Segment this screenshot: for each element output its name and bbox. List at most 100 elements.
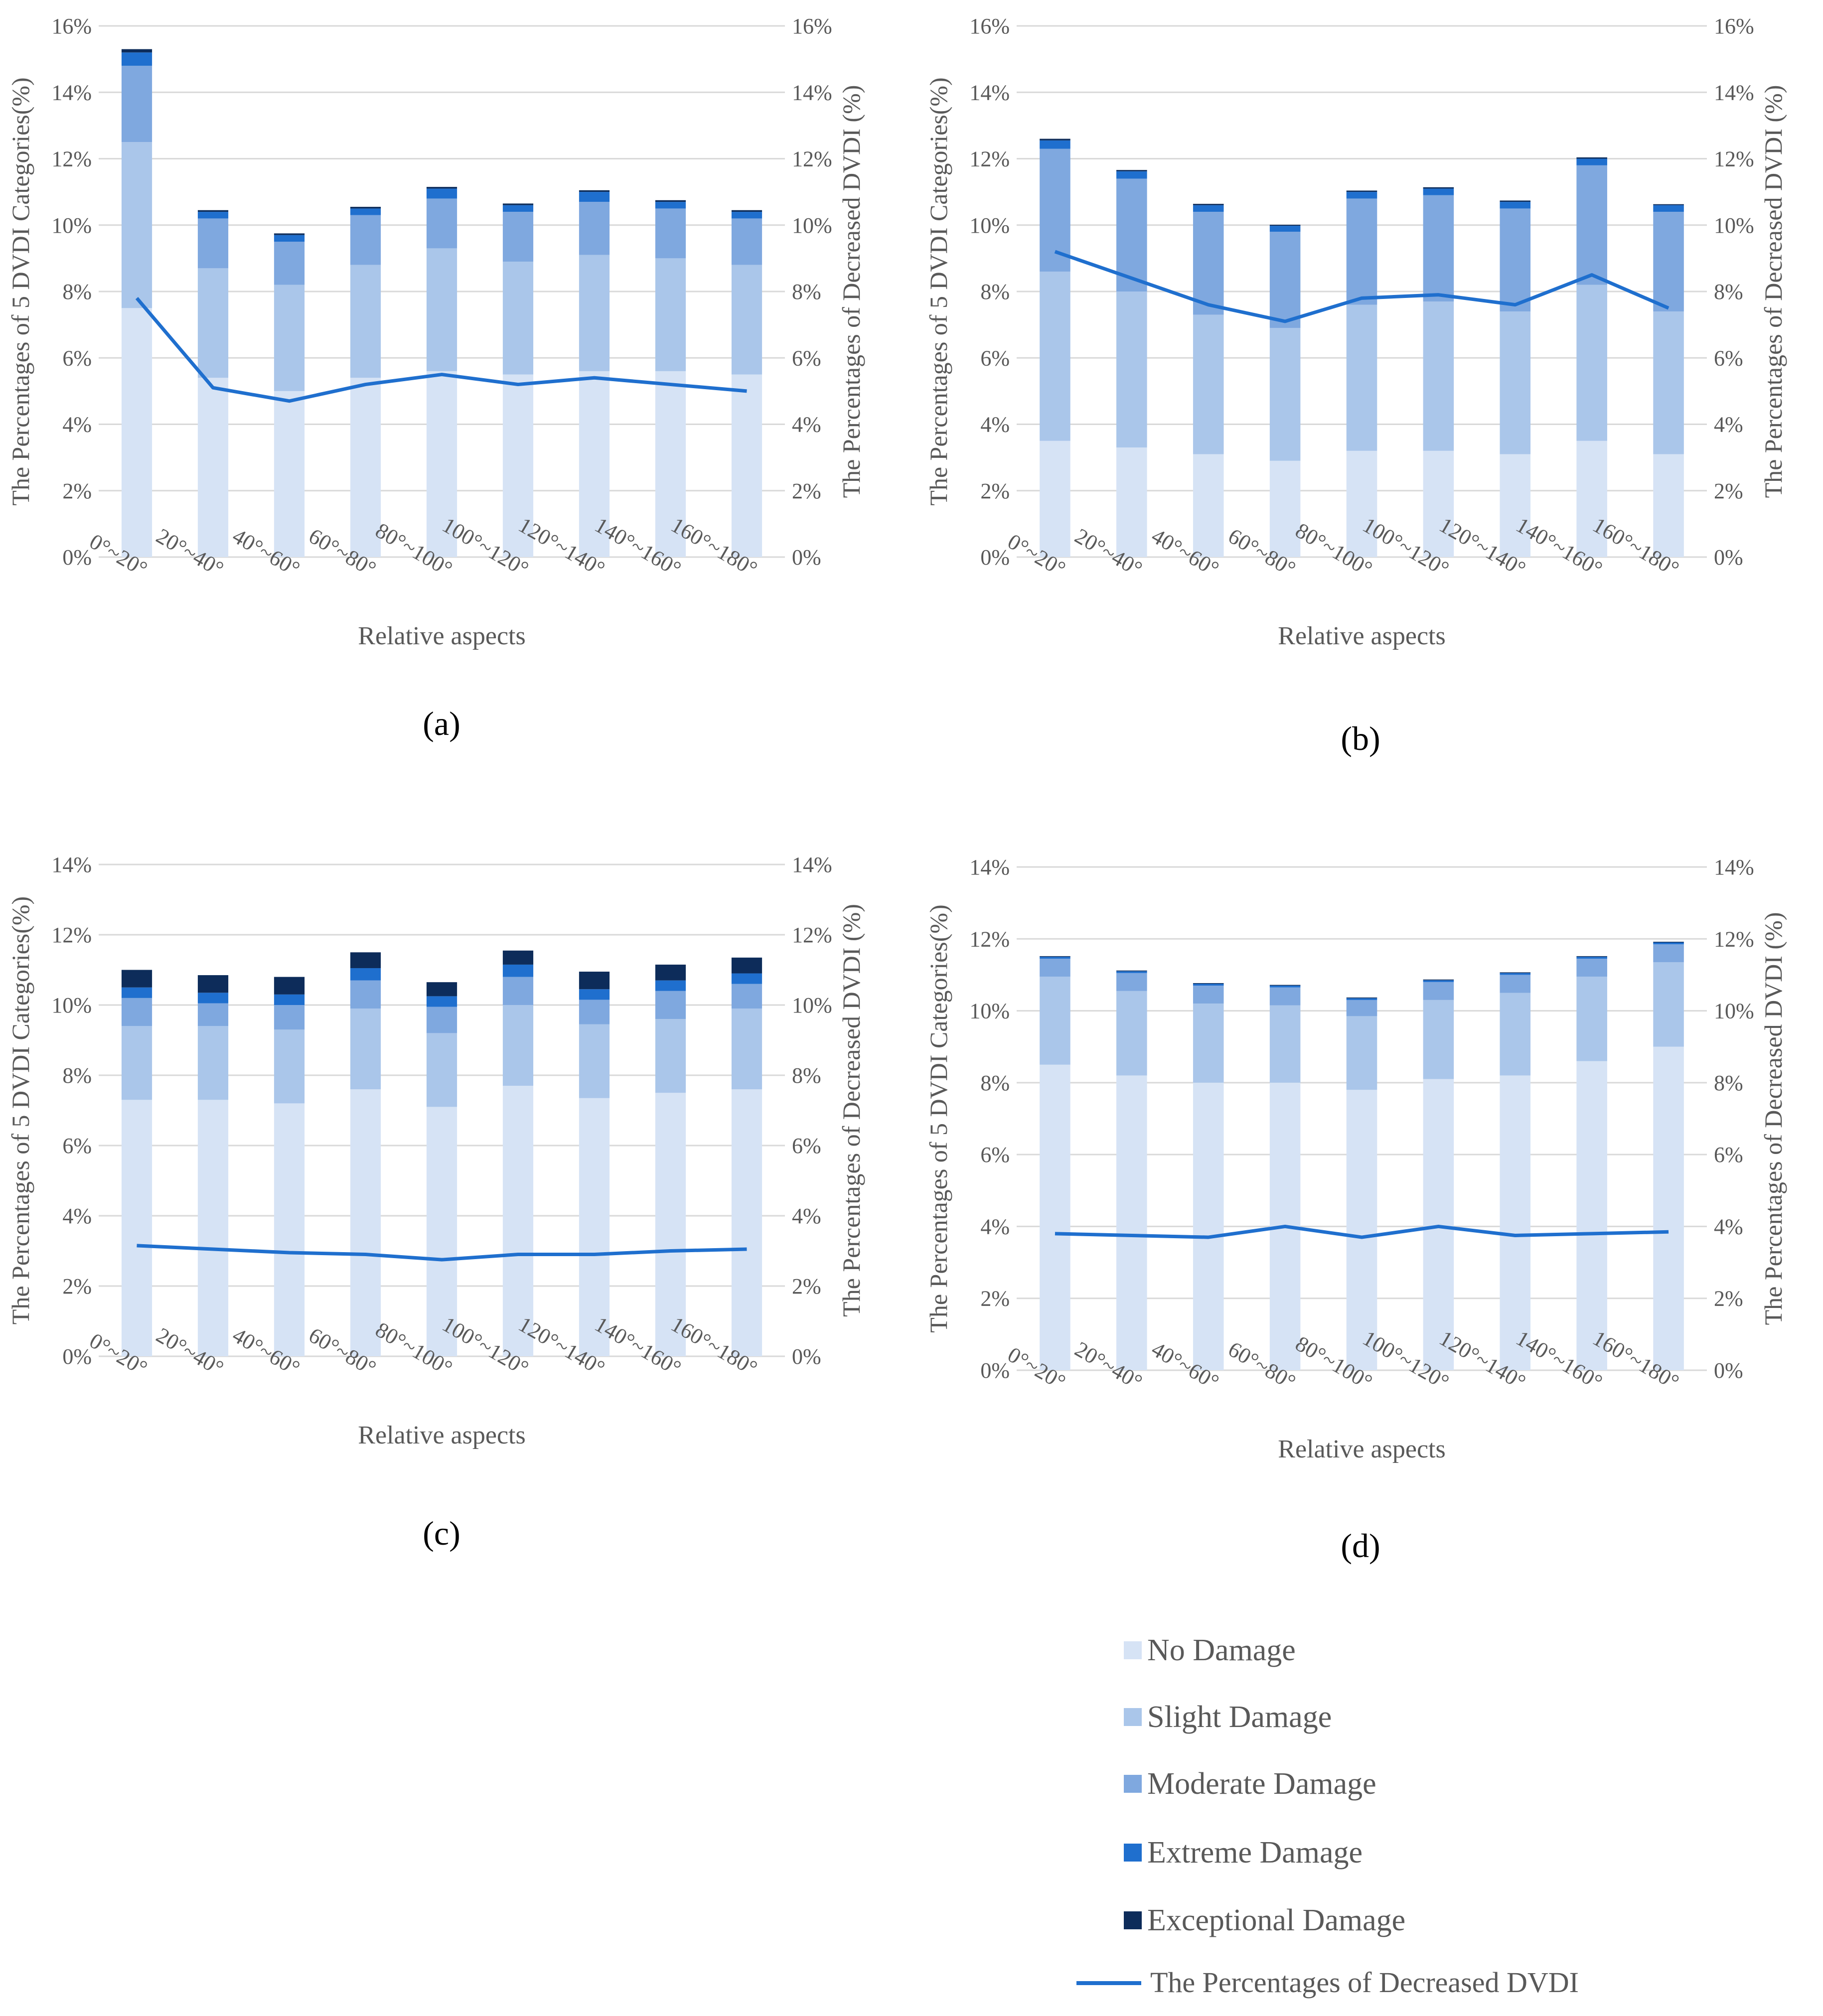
bar-segment <box>1346 304 1377 451</box>
bar-segment <box>502 977 534 1005</box>
y-tick-label: 12% <box>969 147 1010 171</box>
bar-segment <box>197 993 229 1004</box>
bar-segment <box>274 285 305 391</box>
y2-tick-label: 8% <box>1714 280 1743 304</box>
bar-segment <box>1576 957 1607 959</box>
bar-segment <box>579 255 610 371</box>
bar-segment <box>1269 986 1301 988</box>
y2-axis-title: The Percentages of Decreased DVDI (%) <box>837 904 865 1317</box>
bar-segment <box>655 371 686 557</box>
bar-segment <box>731 374 762 557</box>
bar-segment <box>655 1093 686 1356</box>
bar-segment <box>1040 440 1070 557</box>
bar-segment <box>1116 971 1147 973</box>
bar-segment <box>1500 202 1531 209</box>
bar-segment <box>197 268 229 378</box>
y-axis-title: The Percentages of 5 DVDI Categories(%) <box>6 896 34 1324</box>
legend-swatch <box>1124 1708 1142 1726</box>
legend-label: Moderate Damage <box>1147 1767 1376 1801</box>
bar-segment <box>502 203 534 205</box>
bar-segment <box>274 242 305 285</box>
bar-segment <box>197 975 229 993</box>
bar-segment <box>121 52 152 66</box>
bar-segment <box>197 1100 229 1356</box>
bar-segment <box>1346 198 1377 305</box>
bar-segment <box>655 991 686 1019</box>
bar-segment <box>121 49 152 53</box>
bar-segment <box>197 218 229 269</box>
y-tick-label: 10% <box>969 999 1010 1023</box>
y-tick-label: 6% <box>62 1134 92 1158</box>
bar-segment <box>274 1103 305 1356</box>
y-tick-label: 12% <box>969 927 1010 951</box>
bar-segment <box>579 1000 610 1024</box>
y2-tick-label: 0% <box>1714 1358 1743 1383</box>
y-tick-label: 10% <box>51 213 92 238</box>
bar-segment <box>350 378 381 557</box>
bar-segment <box>274 233 305 235</box>
bar-segment <box>1653 204 1684 205</box>
bar-segment <box>1346 1000 1377 1016</box>
y2-tick-label: 0% <box>1714 545 1743 570</box>
bar-segment <box>1040 139 1070 141</box>
y2-tick-label: 4% <box>1714 1214 1743 1239</box>
bar-segment <box>426 198 457 249</box>
bar-segment <box>1653 311 1684 454</box>
bar-segment <box>1116 447 1147 557</box>
bar-segment <box>655 258 686 371</box>
bar-segment <box>579 202 610 255</box>
bar-segment <box>121 998 152 1026</box>
y2-tick-label: 10% <box>792 213 832 238</box>
bar-segment <box>1193 983 1224 984</box>
y2-tick-label: 8% <box>792 1063 821 1088</box>
bar-segment <box>1500 972 1531 973</box>
bar-segment <box>1653 454 1684 557</box>
bar-segment <box>502 205 534 212</box>
y-tick-label: 8% <box>62 280 92 304</box>
x-axis-title: Relative aspects <box>358 1421 525 1449</box>
bar-segment <box>731 1008 762 1090</box>
bar-segment <box>1423 1079 1454 1370</box>
y2-tick-label: 2% <box>792 1274 821 1298</box>
y-tick-label: 0% <box>980 1358 1010 1383</box>
bar-segment <box>1346 998 1377 1000</box>
bar-segment <box>1500 993 1531 1076</box>
y-tick-label: 10% <box>969 213 1010 238</box>
bar-segment <box>1653 1046 1684 1370</box>
bar-segment <box>731 265 762 375</box>
bar-segment <box>502 1086 534 1356</box>
decreased-dvdi-line <box>1054 250 1670 323</box>
bar-segment <box>1346 450 1377 557</box>
bar-segment <box>1116 291 1147 448</box>
bar-segment <box>579 371 610 557</box>
bar-segment <box>1269 226 1301 232</box>
y-tick-label: 8% <box>62 1063 92 1088</box>
chart-panel-1: 0% 0% 2% 2% 4% 4% 6% 6% 8% 8% 10% 10% 12% 12% 14% 14% 16… <box>6 14 865 742</box>
bar-segment <box>1040 140 1070 149</box>
bar-segment <box>1576 958 1607 977</box>
y-tick-label: 14% <box>969 855 1010 879</box>
decreased-dvdi-line <box>137 1244 747 1262</box>
bar-segment <box>1269 987 1301 1006</box>
y-tick-label: 4% <box>980 413 1010 437</box>
bar-segment <box>350 208 381 215</box>
bar-segment <box>579 972 610 990</box>
y2-tick-label: 2% <box>1714 479 1743 503</box>
bar-segment <box>1576 440 1607 557</box>
legend-swatch <box>1124 1641 1142 1659</box>
bar-segment <box>655 980 686 991</box>
bar-segment <box>274 1005 305 1030</box>
bar-segment <box>1500 200 1531 202</box>
y-tick-label: 14% <box>51 853 92 877</box>
bar-segment <box>655 208 686 259</box>
bar-segment <box>197 1026 229 1100</box>
bar-segment <box>1500 973 1531 975</box>
y2-tick-label: 16% <box>1714 14 1754 38</box>
bar-segment <box>1576 165 1607 285</box>
bar-segment <box>731 1089 762 1356</box>
y-tick-label: 6% <box>980 1143 1010 1167</box>
bar-segment <box>502 964 534 977</box>
bar-segment <box>731 210 762 212</box>
bar-segment <box>1193 984 1224 986</box>
bar-segment <box>1269 460 1301 557</box>
